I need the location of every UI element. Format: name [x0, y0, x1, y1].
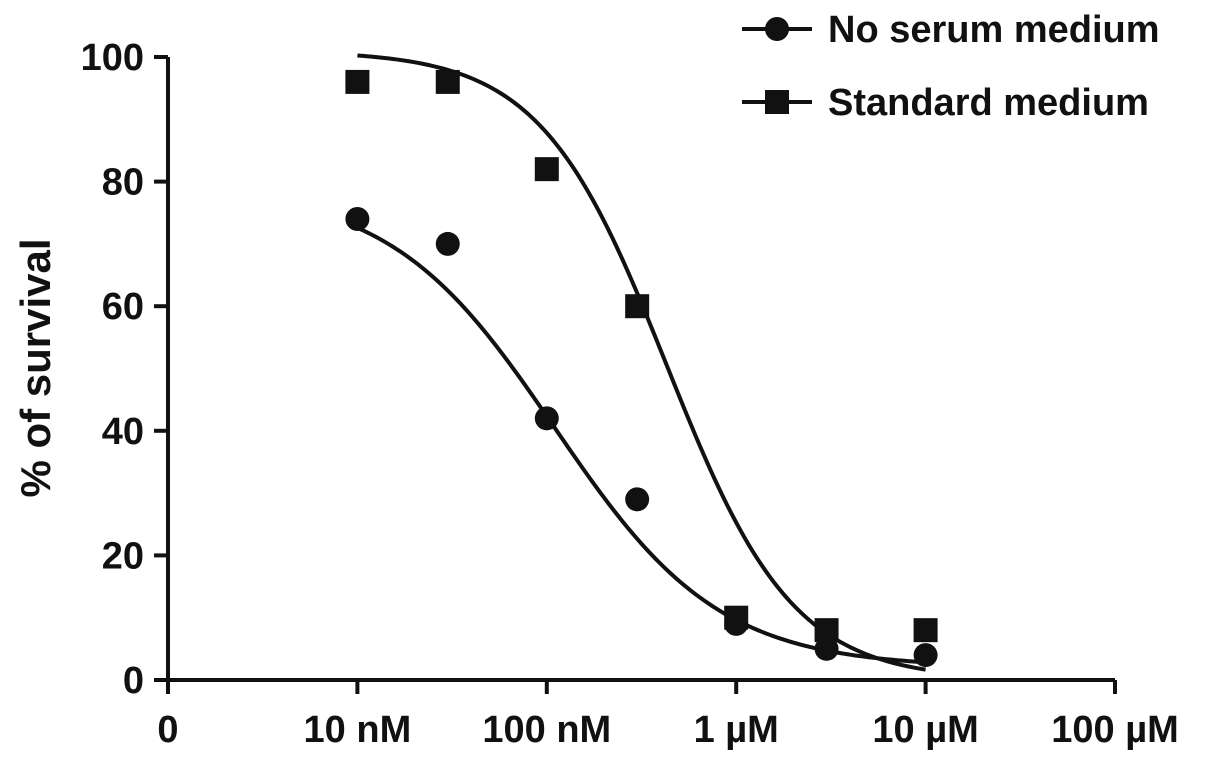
x-tick-label: 10 nM [304, 709, 412, 751]
y-tick-label: 20 [102, 535, 144, 577]
x-tick-label: 100 µM [1051, 709, 1179, 751]
no-serum-point [625, 487, 650, 512]
x-tick-label: 0 [157, 709, 178, 751]
standard-point [814, 618, 839, 643]
no-serum-point [913, 643, 938, 668]
standard-point [435, 69, 460, 94]
no-serum-point [814, 636, 839, 661]
legend-marker-standard [765, 90, 789, 114]
axes [154, 55, 1117, 694]
no-serum-point [345, 206, 370, 231]
y-tick-label: 40 [102, 411, 144, 453]
y-tick-label: 100 [81, 37, 144, 79]
y-tick-label: 0 [123, 660, 144, 702]
x-tick-label: 1 µM [694, 709, 779, 751]
x-tick-label: 10 µM [872, 709, 978, 751]
y-tick-label: 60 [102, 286, 144, 328]
standard-point [724, 605, 749, 630]
legend: No serum medium Standard medium [742, 9, 1160, 124]
standard-point [345, 69, 370, 94]
data-markers [345, 69, 938, 668]
standard-point [913, 618, 938, 643]
y-axis-title: % of survival [12, 238, 59, 497]
legend-marker-no-serum [765, 17, 789, 41]
standard-point [534, 157, 559, 182]
y-tick-label: 80 [102, 162, 144, 204]
tick-labels: 0 20 40 60 80 100 0 10 nM 100 nM 1 µM 10 µM 100 µM [81, 37, 1179, 751]
fit-curve-no-serum [356, 225, 926, 665]
no-serum-point [435, 231, 460, 256]
x-tick-label: 100 nM [482, 709, 611, 751]
fit-curves [356, 53, 926, 672]
no-serum-point [534, 406, 559, 431]
fit-curve-standard [357, 53, 926, 672]
standard-point [625, 294, 650, 319]
legend-label-standard: Standard medium [828, 82, 1149, 124]
legend-label-no-serum: No serum medium [828, 9, 1160, 51]
